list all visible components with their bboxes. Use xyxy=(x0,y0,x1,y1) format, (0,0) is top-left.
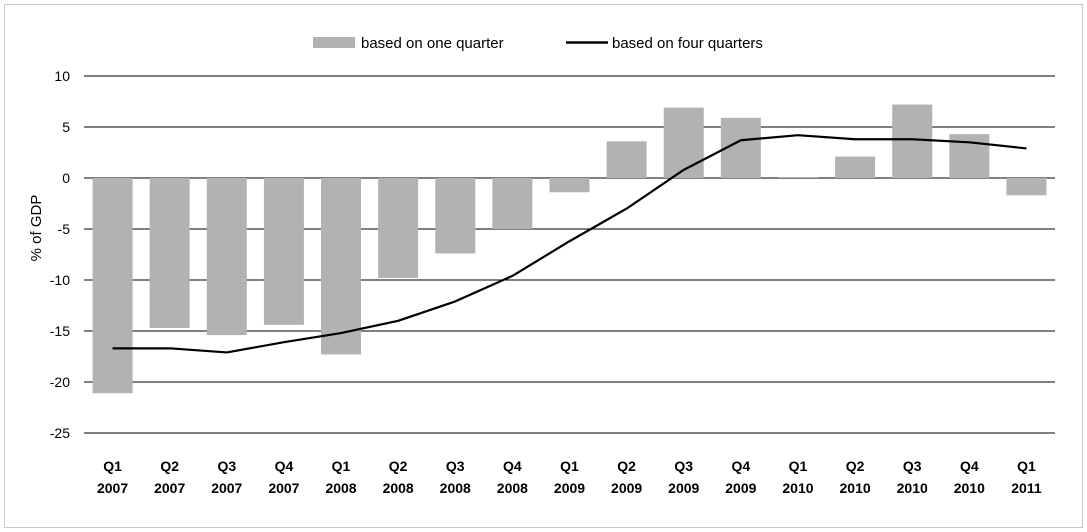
x-tick-label-quarter: Q1 xyxy=(332,458,351,474)
bar xyxy=(263,178,304,325)
x-tick-label-quarter: Q4 xyxy=(732,458,751,474)
bar xyxy=(777,176,818,178)
bar xyxy=(492,178,533,229)
x-tick-label-quarter: Q2 xyxy=(160,458,179,474)
x-tick-label-quarter: Q3 xyxy=(446,458,465,474)
bar xyxy=(835,156,876,178)
x-tick-label-quarter: Q2 xyxy=(846,458,865,474)
bar xyxy=(378,178,419,278)
x-tick-label-year: 2008 xyxy=(440,480,471,496)
bar-series-one-quarter xyxy=(92,104,1047,394)
x-tick-label-quarter: Q1 xyxy=(1017,458,1036,474)
bar xyxy=(892,104,933,178)
bar xyxy=(1006,178,1047,196)
bar xyxy=(606,141,647,178)
y-tick-label: -20 xyxy=(50,374,70,390)
legend-swatch-one-quarter xyxy=(313,37,355,48)
x-tick-label-year: 2008 xyxy=(497,480,528,496)
x-tick-label-year: 2011 xyxy=(1011,480,1042,496)
x-tick-label-year: 2009 xyxy=(668,480,699,496)
x-tick-label-quarter: Q4 xyxy=(960,458,979,474)
y-tick-label: -5 xyxy=(58,221,71,237)
y-tick-label: 0 xyxy=(62,170,70,186)
series-line xyxy=(112,134,1027,354)
y-tick-label: -25 xyxy=(50,425,70,441)
x-tick-label-year: 2007 xyxy=(211,480,242,496)
x-tick-label-year: 2010 xyxy=(840,480,871,496)
y-tick-label: 10 xyxy=(54,68,70,84)
x-tick-label-year: 2010 xyxy=(954,480,985,496)
x-tick-label-quarter: Q3 xyxy=(903,458,922,474)
bar xyxy=(663,107,704,178)
y-tick-label: 5 xyxy=(62,119,70,135)
x-tick-label-year: 2008 xyxy=(325,480,356,496)
y-tick-label: -10 xyxy=(50,272,70,288)
x-tick-label-quarter: Q4 xyxy=(503,458,522,474)
x-tick-label-quarter: Q1 xyxy=(560,458,579,474)
y-tick-labels: 10 5 0 -5 -10 -15 -20 -25 xyxy=(50,68,70,441)
x-tick-label-year: 2010 xyxy=(782,480,813,496)
line-series-four-quarters xyxy=(112,134,1027,354)
x-tick-label-year: 2010 xyxy=(897,480,928,496)
y-tick-label: -15 xyxy=(50,323,70,339)
x-tick-label-quarter: Q2 xyxy=(389,458,408,474)
x-tick-label-quarter: Q3 xyxy=(674,458,693,474)
legend-label-four-quarters: based on four quarters xyxy=(612,35,763,52)
bar xyxy=(206,178,247,336)
x-tick-label-year: 2007 xyxy=(97,480,128,496)
x-tick-label-quarter: Q1 xyxy=(103,458,122,474)
y-axis-label: % of GDP xyxy=(28,195,45,262)
bar xyxy=(321,178,362,355)
bar xyxy=(549,178,590,193)
bar xyxy=(435,178,476,254)
x-tick-label-quarter: Q2 xyxy=(617,458,636,474)
x-tick-label-quarter: Q4 xyxy=(275,458,294,474)
x-tick-label-year: 2009 xyxy=(725,480,756,496)
bar xyxy=(149,178,190,328)
legend: based on one quarter based on four quart… xyxy=(313,35,763,52)
x-tick-label-quarter: Q3 xyxy=(217,458,236,474)
x-tick-label-year: 2007 xyxy=(154,480,185,496)
bar xyxy=(92,178,133,394)
legend-label-one-quarter: based on one quarter xyxy=(361,35,504,52)
x-tick-label-year: 2008 xyxy=(383,480,414,496)
x-tick-label-year: 2009 xyxy=(611,480,642,496)
x-tick-label-quarter: Q1 xyxy=(789,458,808,474)
x-tick-labels: Q1 2007 Q2 2007 Q3 2007 Q4 2007 Q1 2008 Q2 2008 Q3 20… xyxy=(97,458,1042,496)
x-tick-label-year: 2007 xyxy=(268,480,299,496)
x-tick-label-year: 2009 xyxy=(554,480,585,496)
